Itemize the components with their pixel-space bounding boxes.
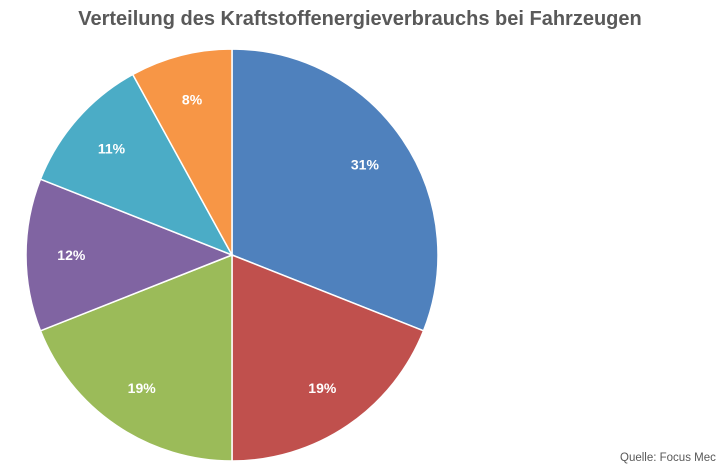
slice-label-5: 8%	[182, 91, 203, 107]
pie-slice-0	[231, 48, 439, 332]
chart-title: Verteilung des Kraftstoffenergieverbrauc…	[78, 8, 642, 30]
slice-label-4: 11%	[98, 141, 126, 157]
pie-slice-5	[131, 48, 233, 256]
pie-slice-2	[39, 253, 233, 462]
source-note: Quelle: Focus Mec	[620, 452, 716, 464]
slice-label-2: 19%	[128, 380, 157, 396]
slice-label-3: 12%	[57, 247, 86, 263]
slice-label-1: 19%	[308, 380, 337, 396]
pie-slice-1	[231, 253, 425, 462]
slice-label-0: 31%	[351, 157, 380, 173]
pie-slice-3	[25, 178, 235, 332]
pie-slice-4	[39, 73, 234, 257]
